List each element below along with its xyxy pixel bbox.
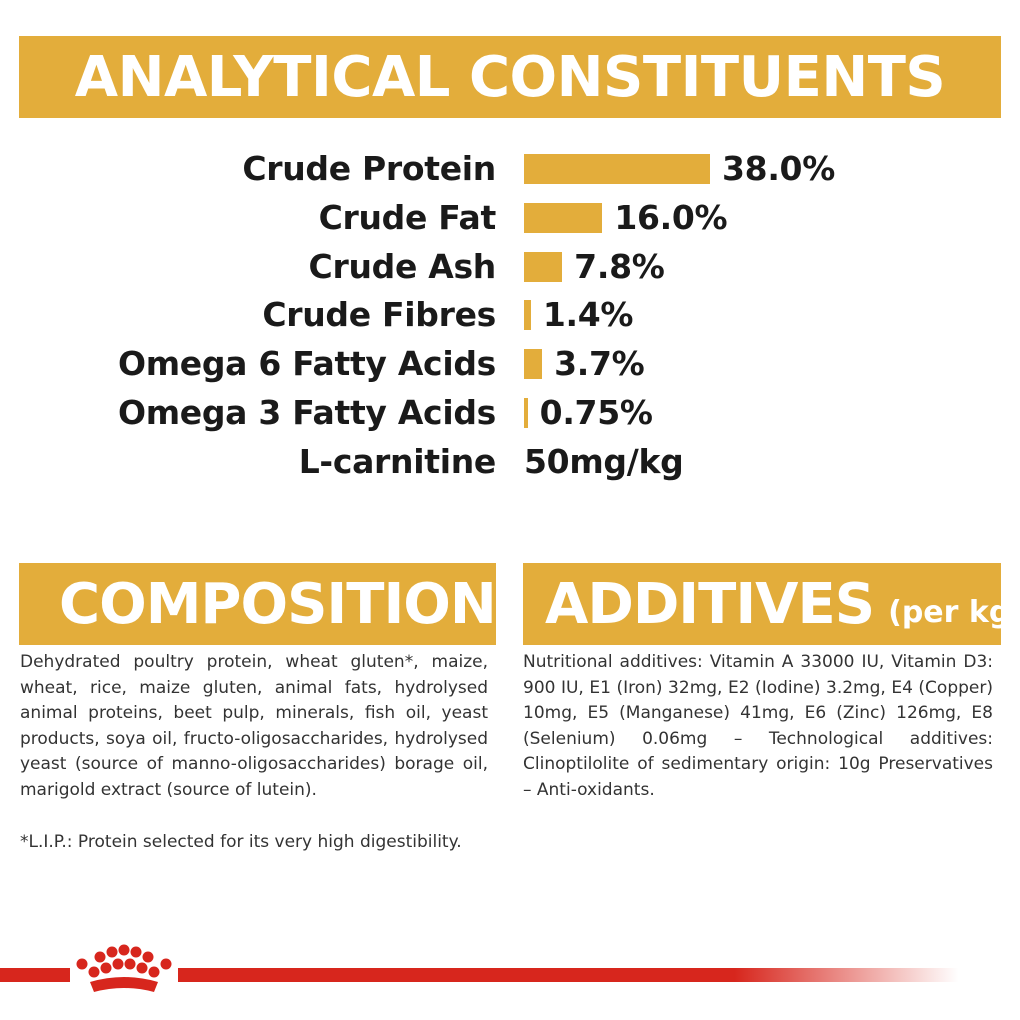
constituent-label: Crude Ash	[308, 246, 497, 286]
footer-red-line	[0, 968, 1020, 982]
constituent-label: Crude Fat	[318, 197, 497, 237]
constituent-label: Omega 3 Fatty Acids	[117, 393, 496, 432]
constituent-value: 16.0%	[614, 197, 728, 237]
composition-title: COMPOSITION	[19, 563, 497, 645]
constituent-bar	[524, 154, 710, 184]
constituent-bar	[524, 202, 603, 233]
constituent-value: 3.7%	[554, 344, 645, 384]
constituent-bar	[524, 251, 563, 282]
additives-title-banner: ADDITIVES (per kg)	[523, 563, 1020, 645]
constituent-row-l-carnitine: L-carnitine 50mg/kg	[0, 438, 1020, 486]
constituent-label: Crude Fibres	[262, 295, 496, 335]
constituent-row-crude-fibres: Crude Fibres 1.4%	[0, 291, 1020, 339]
constituent-label: L-carnitine	[298, 441, 497, 481]
constituent-value: 0.75%	[539, 393, 653, 432]
constituent-label: Crude Protein	[242, 149, 496, 188]
constituent-row-omega-6-fatty-acids: Omega 6 Fatty Acids 3.7%	[0, 340, 1020, 388]
additives-text: Nutritional additives: Vitamin A 33000 I…	[523, 652, 993, 800]
additives-title: ADDITIVES	[545, 571, 875, 637]
composition-note: *L.I.P.: Protein selected for its very h…	[20, 832, 462, 852]
constituent-row-crude-fat: Crude Fat 16.0%	[0, 194, 1020, 242]
constituent-row-crude-ash: Crude Ash 7.8%	[0, 243, 1020, 291]
composition-text: Dehydrated poultry protein, wheat gluten…	[20, 652, 488, 800]
constituent-value: 1.4%	[542, 295, 634, 335]
crown-icon	[70, 942, 178, 1002]
constituent-bar	[524, 300, 531, 331]
constituent-bar	[524, 398, 528, 428]
constituent-bar	[524, 349, 543, 380]
constituent-value: 38.0%	[722, 149, 835, 188]
constituent-value: 50mg/kg	[524, 441, 684, 481]
constituent-row-omega-3-fatty-acids: Omega 3 Fatty Acids 0.75%	[0, 389, 1020, 437]
analytical-constituents-title: ANALYTICAL CONSTITUENTS	[19, 36, 1001, 118]
constituent-row-crude-protein: Crude Protein 38.0%	[0, 145, 1020, 193]
additives-title-suffix: (per kg)	[888, 594, 1020, 630]
constituent-label: Omega 6 Fatty Acids	[117, 344, 496, 384]
constituent-value: 7.8%	[574, 246, 665, 286]
